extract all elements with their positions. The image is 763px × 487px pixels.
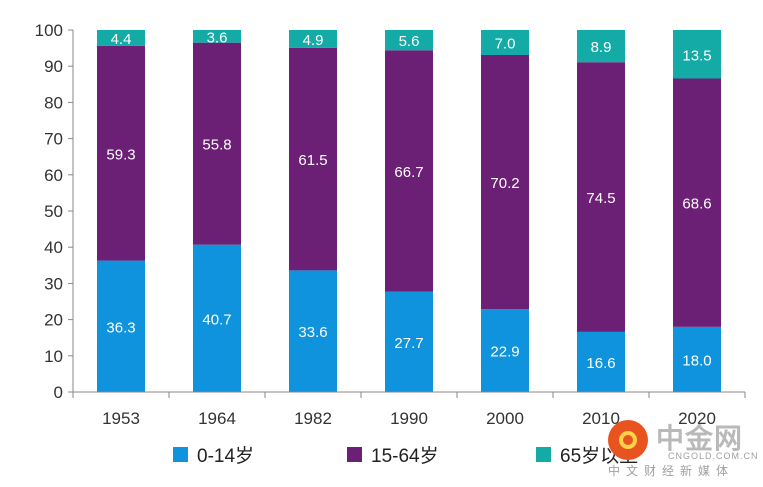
y-tick-label: 50 [44, 202, 63, 221]
y-tick-label: 60 [44, 166, 63, 185]
data-label: 61.5 [298, 152, 327, 169]
data-label: 16.6 [586, 355, 615, 372]
legend-swatch-0-14 [173, 447, 188, 462]
bar-segment [481, 54, 529, 310]
legend-item-0-14: 0-14岁 [173, 441, 254, 468]
x-ticks-layer: 1953 1964 1982 1990 2000 2010 2020 [72, 392, 746, 428]
bar-segment [577, 30, 625, 63]
bar-segment [385, 50, 433, 292]
bar-segment [385, 291, 433, 392]
x-tick-label: 1964 [198, 409, 236, 428]
bar-segment [673, 326, 721, 392]
x-tick-label: 1990 [390, 409, 428, 428]
data-labels-layer: 36.3 59.3 4.4 40.7 55.8 3.6 33.6 61.5 4.9 27.7 66.… [106, 29, 711, 372]
bar-segment [673, 30, 721, 79]
data-label: 18.0 [682, 352, 711, 369]
bars-layer [97, 30, 721, 392]
data-label: 59.3 [106, 146, 135, 163]
legend-swatch-65-plus [536, 447, 551, 462]
y-tick-label: 80 [44, 93, 63, 112]
data-label: 74.5 [586, 190, 615, 207]
watermark-brand: 中金网 [656, 422, 744, 455]
y-tick-label: 20 [44, 311, 63, 330]
data-label: 13.5 [682, 47, 711, 64]
x-tick-label: 2010 [582, 409, 620, 428]
legend-swatch-15-64 [347, 447, 362, 462]
y-tick-label: 0 [54, 383, 63, 402]
bar-segment [577, 62, 625, 332]
data-label: 3.6 [207, 29, 228, 46]
bar-segment [289, 47, 337, 271]
y-tick-label: 100 [35, 21, 63, 40]
watermark-domain: CNGOLD.COM.CN [668, 451, 759, 461]
y-tick-label: 30 [44, 274, 63, 293]
y-tick-label: 70 [44, 130, 63, 149]
bar-segment [481, 309, 529, 392]
bar-segment [97, 260, 145, 392]
bar-segment [577, 331, 625, 392]
data-label: 70.2 [490, 175, 519, 192]
bar-segment [481, 30, 529, 55]
data-label: 66.7 [394, 164, 423, 181]
data-label: 33.6 [298, 324, 327, 341]
x-tick-label: 2000 [486, 409, 524, 428]
data-label: 40.7 [202, 311, 231, 328]
y-tick-label: 90 [44, 57, 63, 76]
legend-label-15-64: 15-64岁 [371, 446, 439, 467]
data-label: 22.9 [490, 344, 519, 361]
data-label: 36.3 [106, 319, 135, 336]
y-tick-label: 10 [44, 347, 63, 366]
bar-segment [193, 244, 241, 392]
bar-segment [289, 30, 337, 48]
bar-segment [97, 45, 145, 261]
bar-segment [193, 42, 241, 245]
data-label: 5.6 [399, 33, 420, 50]
data-label: 7.0 [495, 35, 516, 52]
watermark: 中金网 CNGOLD.COM.CN 中文财经新媒体 [604, 414, 758, 478]
x-tick-label: 2020 [678, 409, 716, 428]
watermark-tagline: 中文财经新媒体 [608, 464, 735, 478]
bar-segment [673, 78, 721, 327]
y-tick-label: 40 [44, 238, 63, 257]
data-label: 4.4 [111, 31, 132, 48]
legend-label-0-14: 0-14岁 [197, 446, 255, 467]
data-label: 68.6 [682, 196, 711, 213]
watermark-logo-icon [608, 420, 648, 460]
bar-segment [385, 30, 433, 51]
data-label: 8.9 [591, 39, 612, 56]
bar-segment [193, 30, 241, 43]
y-ticks-layer: 0 10 20 30 40 50 60 70 80 90 100 [35, 21, 73, 402]
data-label: 27.7 [394, 335, 423, 352]
data-label: 4.9 [303, 32, 324, 49]
bar-segment [97, 30, 145, 46]
x-tick-label: 1982 [294, 409, 332, 428]
bar-segment [289, 270, 337, 392]
legend-item-15-64: 15-64岁 [347, 441, 439, 468]
x-tick-label: 1953 [102, 409, 140, 428]
data-label: 55.8 [202, 137, 231, 154]
